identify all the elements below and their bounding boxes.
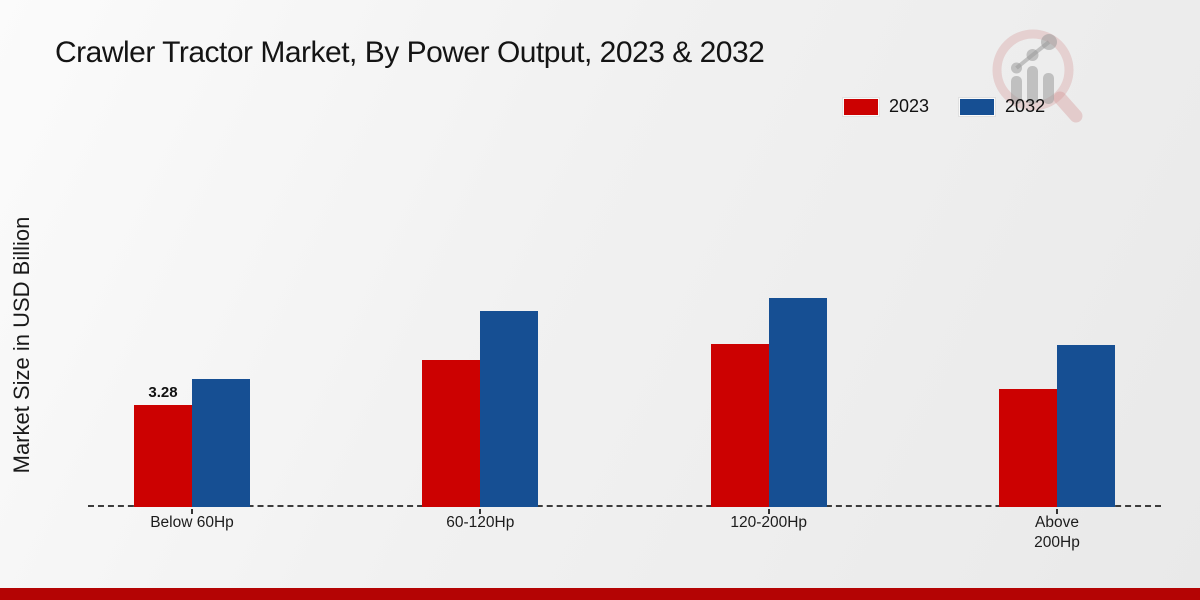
legend-swatch-2023 (843, 97, 879, 116)
axis-tick-above-200hp (1056, 509, 1058, 514)
legend-item-2032: 2032 (959, 96, 1045, 117)
legend: 2023 2032 (843, 96, 1045, 117)
bar-2032-120-200hp (768, 298, 827, 507)
bar-2032-above-200hp (1057, 345, 1115, 507)
legend-swatch-2032 (959, 97, 996, 116)
footer-red-strip (0, 588, 1200, 600)
bar-2032-60-120hp (480, 311, 539, 507)
axis-tick-below-60hp (191, 509, 193, 514)
legend-item-2023: 2023 (843, 96, 929, 117)
bar-2023-above-200hp (999, 389, 1057, 507)
category-label-below-60hp: Below 60Hp (150, 514, 234, 531)
legend-label: 2023 (889, 96, 930, 116)
bar-group-120-200hp (679, 0, 859, 507)
plot-area: Below 60Hp 3.28 60-120Hp 120-200Hp Above 200… (88, 0, 1161, 551)
category-label-60-120hp: 60-120Hp (446, 514, 515, 531)
y-axis-label: Market Size in USD Billion (9, 216, 34, 474)
category-label-120-200hp: 120-200Hp (730, 514, 808, 531)
bar-2032-below-60hp (192, 379, 250, 507)
chart-title: Crawler Tractor Market, By Power Output,… (55, 36, 765, 69)
legend-label: 2032 (1005, 96, 1046, 116)
bar-2023-60-120hp (422, 360, 481, 507)
category-label-above-200hp: Above 200Hp (1034, 514, 1080, 552)
bar-value-label-2023-below-60hp: 3.28 (148, 384, 178, 401)
market-research-future-logo-watermark (992, 29, 1083, 123)
bar-group-above-200hp (967, 0, 1147, 507)
bar-2023-120-200hp (710, 344, 769, 507)
bar-2023-below-60hp (134, 405, 192, 507)
axis-tick-120-200hp (767, 509, 770, 514)
x-axis-baseline (88, 505, 1161, 507)
axis-tick-60-120hp (479, 509, 482, 514)
bar-group-below-60hp: 3.28 (102, 0, 282, 507)
bar-group-60-120hp (390, 0, 570, 507)
